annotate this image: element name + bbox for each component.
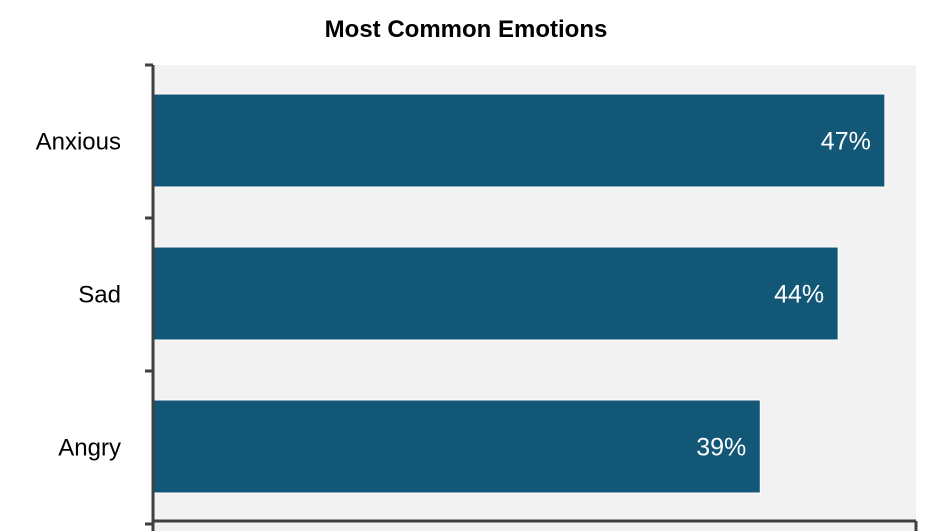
bar-value-label: 39% <box>696 434 746 462</box>
bar-sad <box>152 246 839 341</box>
category-label: Anxious <box>36 129 121 156</box>
bars-layer: 47% 44% 39% <box>152 93 886 494</box>
axis-layer: Anxious Sad Angry <box>36 63 918 531</box>
bar-anxious <box>152 93 886 188</box>
bar-angry <box>152 399 761 494</box>
chart-title: Most Common Emotions <box>325 16 608 43</box>
category-label: Sad <box>78 282 121 309</box>
bar-value-label: 44% <box>774 281 824 309</box>
bar-value-label: 47% <box>821 128 871 156</box>
category-label: Angry <box>58 435 121 462</box>
